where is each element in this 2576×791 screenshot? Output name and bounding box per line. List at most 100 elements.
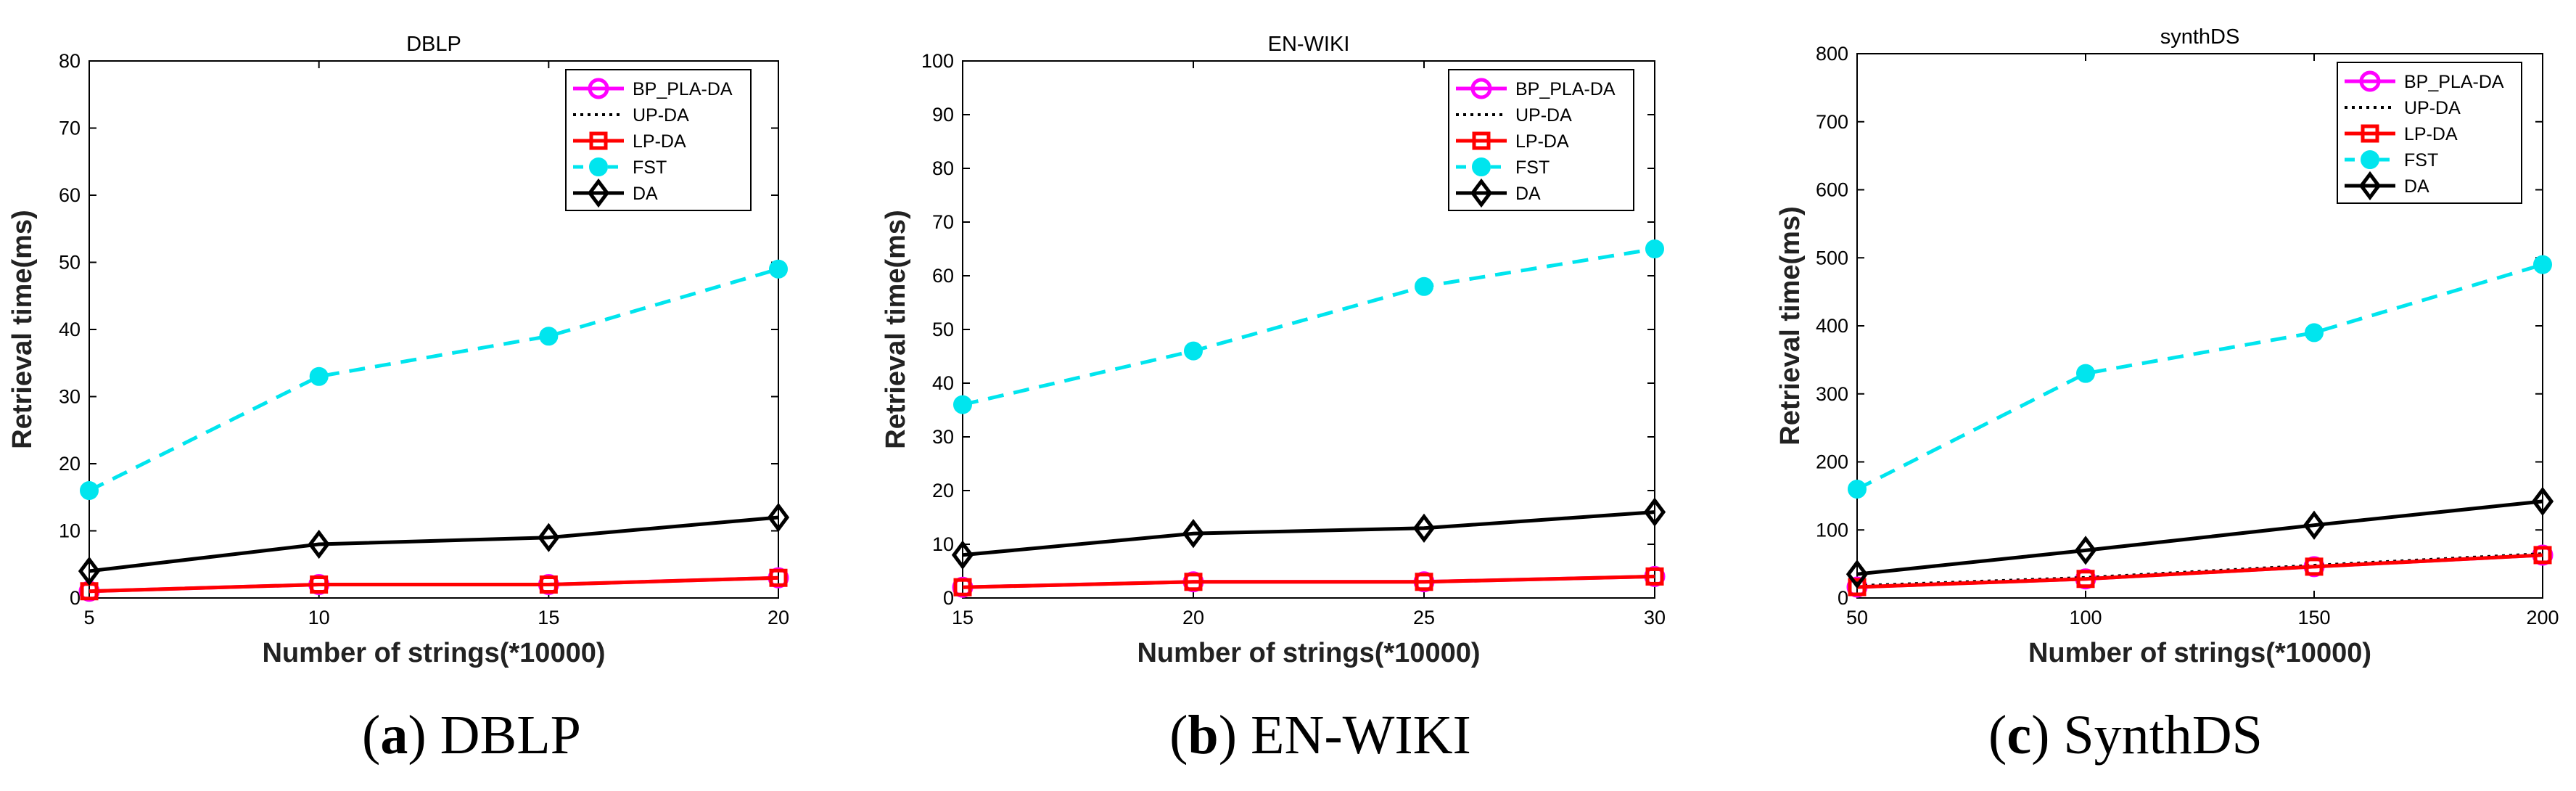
legend-label: BP_PLA-DA [633, 79, 733, 99]
y-axis-label: Retrieval time(ms) [881, 210, 911, 448]
data-point-lp-da [2305, 557, 2324, 576]
x-tick-label: 20 [768, 607, 789, 628]
data-point-da [951, 540, 974, 570]
legend-marker [1472, 131, 1491, 150]
caption-a: (a) DBLP [362, 705, 581, 766]
data-point-lp-da [539, 575, 558, 594]
series-line-lp-da [1856, 553, 2543, 589]
chart-title: EN-WIKI [1268, 33, 1350, 56]
legend-label: LP-DA [1515, 131, 1569, 152]
data-point-fst [1184, 341, 1203, 361]
legend-label: LP-DA [633, 131, 686, 152]
y-tick-label: 50 [932, 319, 954, 340]
data-point-lp-da [1848, 578, 1867, 597]
y-tick-label: 400 [1816, 315, 1848, 337]
y-axis-label: Retrieval time(ms) [7, 210, 38, 448]
legend-marker [1472, 157, 1491, 176]
y-tick-label: 0 [943, 587, 954, 609]
data-point-da [538, 522, 560, 552]
x-tick-label: 30 [1644, 607, 1666, 628]
x-tick-label: 200 [2526, 607, 2559, 628]
legend-label: BP_PLA-DA [1515, 79, 1616, 99]
data-point-lp-da [769, 568, 788, 587]
legend-label: FST [1515, 157, 1550, 178]
series-line-lp-da [89, 575, 779, 594]
y-tick-label: 700 [1816, 111, 1848, 133]
data-point-fst [539, 327, 559, 346]
y-tick-label: 20 [932, 480, 954, 501]
data-point-fst [2533, 255, 2552, 274]
data-point-da [1643, 497, 1666, 527]
x-tick-label: 10 [308, 607, 330, 628]
data-point-da [78, 556, 101, 586]
series-line-fst [1856, 263, 2543, 491]
caption-c-name: SynthDS [2063, 705, 2263, 766]
x-tick-label: 15 [538, 607, 559, 628]
data-point-fst [80, 481, 99, 500]
legend-label: UP-DA [633, 105, 689, 126]
y-tick-label: 80 [59, 50, 81, 72]
data-point-lp-da [2533, 546, 2552, 565]
data-point-da [308, 529, 330, 560]
caption-c-letter: c [2007, 705, 2032, 766]
y-tick-label: 40 [932, 372, 954, 394]
caption-b-name: EN-WIKI [1251, 705, 1471, 766]
y-tick-label: 60 [59, 184, 81, 206]
y-tick-label: 80 [932, 157, 954, 179]
data-point-fst [1848, 480, 1867, 499]
data-point-da [2531, 486, 2554, 517]
data-point-fst [2076, 364, 2095, 383]
data-point-lp-da [310, 575, 329, 594]
data-point-da [2074, 536, 2097, 565]
data-point-fst [309, 366, 329, 386]
data-point-fst [1415, 276, 1433, 296]
data-point-lp-da [2076, 570, 2095, 589]
x-tick-label: 15 [952, 607, 974, 628]
legend-marker [2361, 150, 2379, 169]
x-axis-label: Number of strings(*10000) [2028, 638, 2371, 668]
chart-title: synthDS [2160, 25, 2240, 49]
y-tick-label: 300 [1816, 383, 1848, 405]
caption-b: (b) EN-WIKI [1169, 705, 1471, 766]
y-tick-label: 10 [932, 533, 954, 555]
series-line-fst [88, 267, 779, 493]
y-tick-label: 70 [932, 211, 954, 233]
series-line-da [962, 510, 1655, 557]
data-point-fst [1645, 239, 1664, 258]
x-tick-label: 50 [1846, 607, 1868, 628]
y-tick-label: 50 [59, 252, 81, 274]
legend-marker [2361, 124, 2379, 143]
y-axis-label: Retrieval time(ms) [1775, 206, 1806, 445]
x-tick-label: 25 [1413, 607, 1435, 628]
data-point-lp-da [1645, 567, 1664, 586]
series-line-da [89, 515, 779, 573]
legend-marker [589, 157, 608, 176]
data-point-da [1182, 519, 1205, 549]
legend-label: DA [1515, 184, 1541, 204]
data-point-fst [953, 395, 972, 414]
data-point-da [1412, 513, 1436, 543]
data-point-lp-da [953, 578, 972, 597]
legend-marker [2358, 171, 2382, 201]
legend-label: FST [2404, 150, 2438, 171]
legend-label: LP-DA [2404, 124, 2458, 144]
x-axis-label: Number of strings(*10000) [262, 638, 605, 668]
y-tick-label: 100 [921, 50, 954, 72]
legend-label: FST [633, 157, 667, 178]
x-axis-label: Number of strings(*10000) [1137, 638, 1480, 668]
x-tick-label: 150 [2297, 607, 2330, 628]
data-point-fst [769, 259, 788, 279]
caption-a-letter: a [380, 705, 408, 766]
y-tick-label: 70 [59, 118, 81, 139]
series-line-da [1856, 499, 2543, 576]
data-point-lp-da [1415, 573, 1433, 591]
data-point-da [2303, 510, 2326, 540]
legend-marker [2359, 70, 2381, 92]
y-tick-label: 0 [70, 587, 81, 609]
series-line-lp-da [962, 574, 1655, 589]
caption-a-name: DBLP [440, 705, 581, 766]
y-tick-label: 60 [932, 265, 954, 287]
